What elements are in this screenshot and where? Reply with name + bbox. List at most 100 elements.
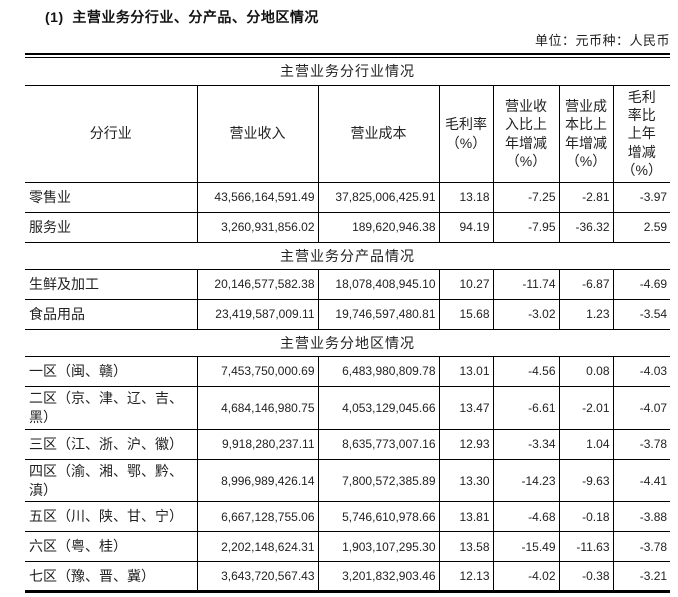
row-label: 一区（闽、赣） [25,356,197,387]
table-row: 六区（粤、桂） 2,202,148,624.31 1,903,107,295.30 1… [25,531,671,563]
row-label: 四区（渝、湘、鄂、黔、滇） [25,459,197,503]
cell-value: 0.08 [558,356,613,387]
table-row: 七区（豫、晋、冀） 3,643,720,567.43 3,201,832,903.4… [25,561,671,593]
cell-value: 18,078,408,945.10 [317,269,439,300]
cell-value: -4.56 [492,356,559,387]
cell-value: 37,825,006,425.91 [317,182,439,213]
cell-value: 10.27 [438,269,493,300]
cell-value: 7,800,572,385.89 [317,459,439,503]
column-header-revenue-yoy: 营业收 入比上 年增减 （%） [492,85,559,183]
row-label: 三区（江、浙、沪、徽） [25,429,197,460]
cell-value: 13.47 [438,386,493,430]
column-header-cost-yoy: 营业成 本比上 年增减 （%） [558,85,613,183]
double-rule-divider [25,53,670,58]
cell-value: -0.18 [558,501,613,533]
column-header-row: 分行业 营业收入 营业成本 毛利率 （%） 营业收 入比上 年增减 （%） 营业… [25,85,671,183]
cell-value: 1,903,107,295.30 [317,531,439,563]
column-header-gross-margin: 毛利率 （%） [438,85,493,183]
cell-value: -4.07 [612,386,671,430]
cell-value: 20,146,577,582.38 [196,269,318,300]
cell-value: -3.34 [492,429,559,460]
section-title: 主营业务分产品情况 [25,242,671,270]
cell-value: -2.01 [558,386,613,430]
cell-value: -11.74 [492,269,559,300]
cell-value: -3.78 [612,429,671,460]
row-label: 二区（京、津、辽、吉、黑） [25,386,197,430]
table-row: 服务业 3,260,931,856.02 189,620,946.38 94.19 -7… [25,212,671,243]
table-row: 生鲜及加工 20,146,577,582.38 18,078,408,945.10 1… [25,269,671,300]
section-title: 主营业务分行业情况 [25,58,671,86]
cell-value: -0.38 [558,561,613,593]
cell-value: -3.88 [612,501,671,533]
cell-value: 189,620,946.38 [317,212,439,243]
cell-value: 2,202,148,624.31 [196,531,318,563]
column-header-margin-yoy: 毛利 率比 上年 增减 （%） [612,85,671,183]
cell-value: -4.02 [492,561,559,593]
cell-value: 13.81 [438,501,493,533]
cell-value: -3.21 [612,561,671,593]
cell-value: -7.95 [492,212,559,243]
cell-value: -4.69 [612,269,671,300]
main-business-table: 主营业务分行业情况 分行业 营业收入 营业成本 毛利率 （%） 营业收 入比上 … [25,58,671,594]
column-header-cost: 营业成本 [317,85,439,183]
row-label: 食品用品 [25,299,197,330]
section-title-row: 主营业务分产品情况 [25,242,671,270]
cell-value: -11.63 [558,531,613,563]
cell-value: 13.18 [438,182,493,213]
row-label: 六区（粤、桂） [25,531,197,563]
table-row: 二区（京、津、辽、吉、黑） 4,684,146,980.75 4,053,129,0… [25,386,671,430]
cell-value: -3.97 [612,182,671,213]
cell-value: 9,918,280,237.11 [196,429,318,460]
cell-value: -36.32 [558,212,613,243]
cell-value: -7.25 [492,182,559,213]
cell-value: 8,635,773,007.16 [317,429,439,460]
cell-value: 3,201,832,903.46 [317,561,439,593]
cell-value: -9.63 [558,459,613,503]
cell-value: 12.13 [438,561,493,593]
cell-value: -4.41 [612,459,671,503]
cell-value: -15.49 [492,531,559,563]
table-row: 食品用品 23,419,587,009.11 19,746,597,480.81 15… [25,299,671,330]
cell-value: 43,566,164,591.49 [196,182,318,213]
table-row: 三区（江、浙、沪、徽） 9,918,280,237.11 8,635,773,007… [25,429,671,460]
section-title-row: 主营业务分行业情况 [25,58,671,86]
row-label: 七区（豫、晋、冀） [25,561,197,593]
cell-value: 7,453,750,000.69 [196,356,318,387]
cell-value: 4,053,129,045.66 [317,386,439,430]
cell-value: 5,746,610,978.66 [317,501,439,533]
cell-value: 2.59 [612,212,671,243]
cell-value: 23,419,587,009.11 [196,299,318,330]
section-title-row: 主营业务分地区情况 [25,329,671,357]
cell-value: 13.01 [438,356,493,387]
cell-value: -6.61 [492,386,559,430]
cell-value: 6,667,128,755.06 [196,501,318,533]
cell-value: -2.81 [558,182,613,213]
table-row: 四区（渝、湘、鄂、黔、滇） 8,996,989,426.14 7,800,572,3… [25,459,671,503]
cell-value: 1.04 [558,429,613,460]
cell-value: 19,746,597,480.81 [317,299,439,330]
cell-value: 6,483,980,809.78 [317,356,439,387]
cell-value: -4.03 [612,356,671,387]
cell-value: -6.87 [558,269,613,300]
cell-value: -3.54 [612,299,671,330]
cell-value: 12.93 [438,429,493,460]
cell-value: 3,260,931,856.02 [196,212,318,243]
cell-value: 15.68 [438,299,493,330]
cell-value: -14.23 [492,459,559,503]
cell-value: 8,996,989,426.14 [196,459,318,503]
cell-value: 13.58 [438,531,493,563]
table-row: 零售业 43,566,164,591.49 37,825,006,425.91 13.… [25,182,671,213]
section-title: 主营业务分地区情况 [25,329,671,357]
cell-value: -3.02 [492,299,559,330]
row-label: 服务业 [25,212,197,243]
unit-note: 单位：元币种：人民币 [534,33,670,48]
main-table-body: 主营业务分行业情况 分行业 营业收入 营业成本 毛利率 （%） 营业收 入比上 … [25,58,671,593]
column-header-revenue: 营业收入 [196,85,318,183]
row-label: 生鲜及加工 [25,269,197,300]
cell-value: 4,684,146,980.75 [196,386,318,430]
cell-value: 1.23 [558,299,613,330]
cell-value: 3,643,720,567.43 [196,561,318,593]
page-title: (1) 主营业务分行业、分产品、分地区情况 [45,9,319,25]
table-row: 五区（川、陕、甘、宁） 6,667,128,755.06 5,746,610,978… [25,501,671,533]
